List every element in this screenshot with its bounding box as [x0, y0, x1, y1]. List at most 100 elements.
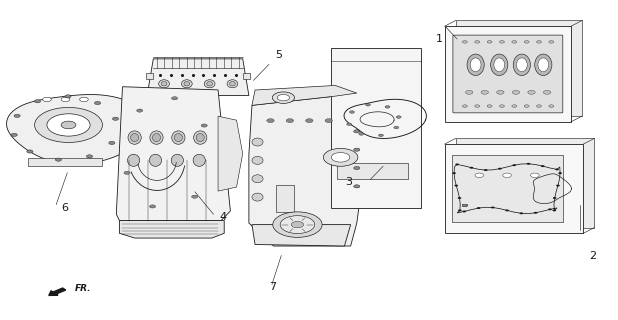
- Ellipse shape: [229, 82, 235, 86]
- Circle shape: [350, 111, 354, 113]
- Circle shape: [475, 105, 480, 108]
- Circle shape: [506, 210, 509, 212]
- Circle shape: [475, 173, 484, 178]
- Circle shape: [462, 204, 467, 207]
- Circle shape: [491, 206, 494, 208]
- Circle shape: [527, 163, 530, 165]
- Ellipse shape: [252, 156, 263, 164]
- Circle shape: [359, 133, 364, 135]
- Circle shape: [325, 119, 332, 123]
- Ellipse shape: [207, 82, 213, 86]
- Circle shape: [528, 91, 535, 94]
- Text: 1: 1: [436, 34, 442, 44]
- Circle shape: [455, 164, 459, 165]
- Polygon shape: [337, 163, 408, 179]
- Circle shape: [465, 91, 473, 94]
- Circle shape: [470, 167, 473, 169]
- Circle shape: [497, 91, 504, 94]
- Text: 7: 7: [269, 283, 276, 292]
- Ellipse shape: [513, 54, 530, 76]
- Ellipse shape: [161, 82, 167, 86]
- Ellipse shape: [491, 54, 508, 76]
- Ellipse shape: [193, 154, 205, 166]
- Ellipse shape: [127, 154, 140, 166]
- Circle shape: [65, 95, 71, 98]
- Ellipse shape: [517, 58, 527, 72]
- Polygon shape: [249, 96, 363, 246]
- Circle shape: [524, 105, 529, 108]
- Circle shape: [553, 197, 557, 199]
- Ellipse shape: [150, 154, 161, 166]
- Circle shape: [541, 165, 544, 167]
- FancyArrow shape: [49, 288, 66, 295]
- Circle shape: [11, 133, 17, 137]
- Circle shape: [124, 171, 130, 174]
- Ellipse shape: [538, 58, 549, 72]
- Circle shape: [458, 197, 462, 199]
- Circle shape: [536, 105, 541, 108]
- Circle shape: [347, 123, 352, 125]
- Polygon shape: [331, 49, 421, 208]
- Circle shape: [150, 205, 156, 208]
- Circle shape: [273, 212, 322, 237]
- Circle shape: [353, 185, 360, 188]
- Circle shape: [530, 173, 539, 178]
- Circle shape: [462, 105, 467, 108]
- Bar: [28, 158, 103, 166]
- Circle shape: [396, 116, 401, 118]
- Polygon shape: [146, 74, 153, 79]
- Polygon shape: [218, 116, 243, 191]
- Circle shape: [462, 204, 467, 207]
- Ellipse shape: [184, 82, 190, 86]
- Circle shape: [498, 168, 502, 170]
- Circle shape: [353, 148, 360, 151]
- Circle shape: [454, 185, 458, 187]
- Circle shape: [365, 103, 370, 106]
- Polygon shape: [252, 225, 350, 246]
- Ellipse shape: [470, 58, 481, 72]
- Ellipse shape: [227, 80, 238, 88]
- Polygon shape: [116, 87, 231, 220]
- Ellipse shape: [150, 131, 163, 144]
- Circle shape: [61, 121, 76, 129]
- Ellipse shape: [494, 58, 505, 72]
- Ellipse shape: [535, 54, 552, 76]
- Circle shape: [484, 169, 488, 171]
- Ellipse shape: [196, 133, 205, 141]
- Ellipse shape: [128, 131, 142, 144]
- Circle shape: [61, 97, 70, 102]
- Circle shape: [487, 105, 492, 108]
- Circle shape: [481, 91, 488, 94]
- Ellipse shape: [182, 80, 192, 88]
- Circle shape: [520, 212, 523, 214]
- Circle shape: [462, 204, 467, 207]
- Circle shape: [452, 172, 456, 174]
- Circle shape: [56, 158, 61, 161]
- Ellipse shape: [153, 133, 161, 141]
- FancyBboxPatch shape: [453, 35, 563, 113]
- Ellipse shape: [174, 133, 182, 141]
- Polygon shape: [147, 59, 249, 95]
- Polygon shape: [252, 85, 357, 105]
- Ellipse shape: [193, 131, 207, 144]
- Circle shape: [458, 210, 462, 212]
- Circle shape: [512, 91, 520, 94]
- Circle shape: [512, 41, 517, 43]
- Ellipse shape: [171, 154, 184, 166]
- Circle shape: [109, 141, 115, 145]
- Circle shape: [331, 153, 350, 162]
- Circle shape: [378, 134, 383, 137]
- Circle shape: [95, 101, 101, 105]
- Circle shape: [35, 108, 103, 142]
- Circle shape: [172, 97, 178, 100]
- Ellipse shape: [252, 175, 263, 183]
- Circle shape: [462, 211, 466, 212]
- Ellipse shape: [159, 80, 169, 88]
- Circle shape: [462, 204, 467, 207]
- Circle shape: [201, 124, 207, 127]
- Bar: [452, 155, 562, 222]
- Circle shape: [462, 204, 467, 207]
- Circle shape: [462, 41, 467, 43]
- Circle shape: [487, 41, 492, 43]
- Circle shape: [549, 105, 554, 108]
